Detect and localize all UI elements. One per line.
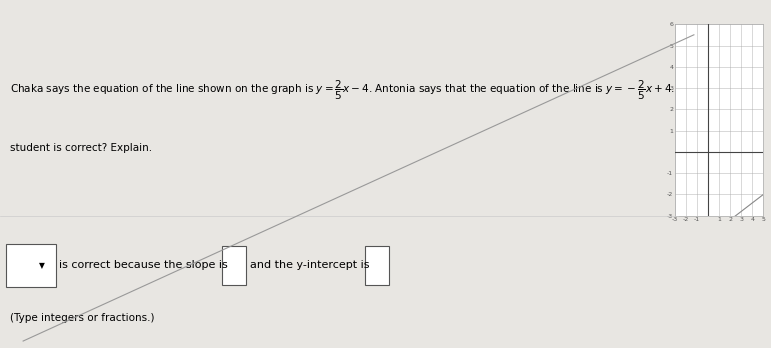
Text: ▼: ▼ bbox=[39, 261, 45, 270]
Text: (Type integers or fractions.): (Type integers or fractions.) bbox=[10, 313, 154, 323]
Text: Chaka says the equation of the line shown on the graph is $y=\dfrac{2}{5}x-4$. A: Chaka says the equation of the line show… bbox=[10, 79, 710, 102]
Text: and the y-intercept is: and the y-intercept is bbox=[250, 260, 373, 270]
FancyBboxPatch shape bbox=[222, 246, 246, 285]
Text: is correct because the slope is: is correct because the slope is bbox=[59, 260, 231, 270]
FancyBboxPatch shape bbox=[6, 244, 56, 287]
Text: student is correct? Explain.: student is correct? Explain. bbox=[10, 143, 152, 153]
FancyBboxPatch shape bbox=[365, 246, 389, 285]
